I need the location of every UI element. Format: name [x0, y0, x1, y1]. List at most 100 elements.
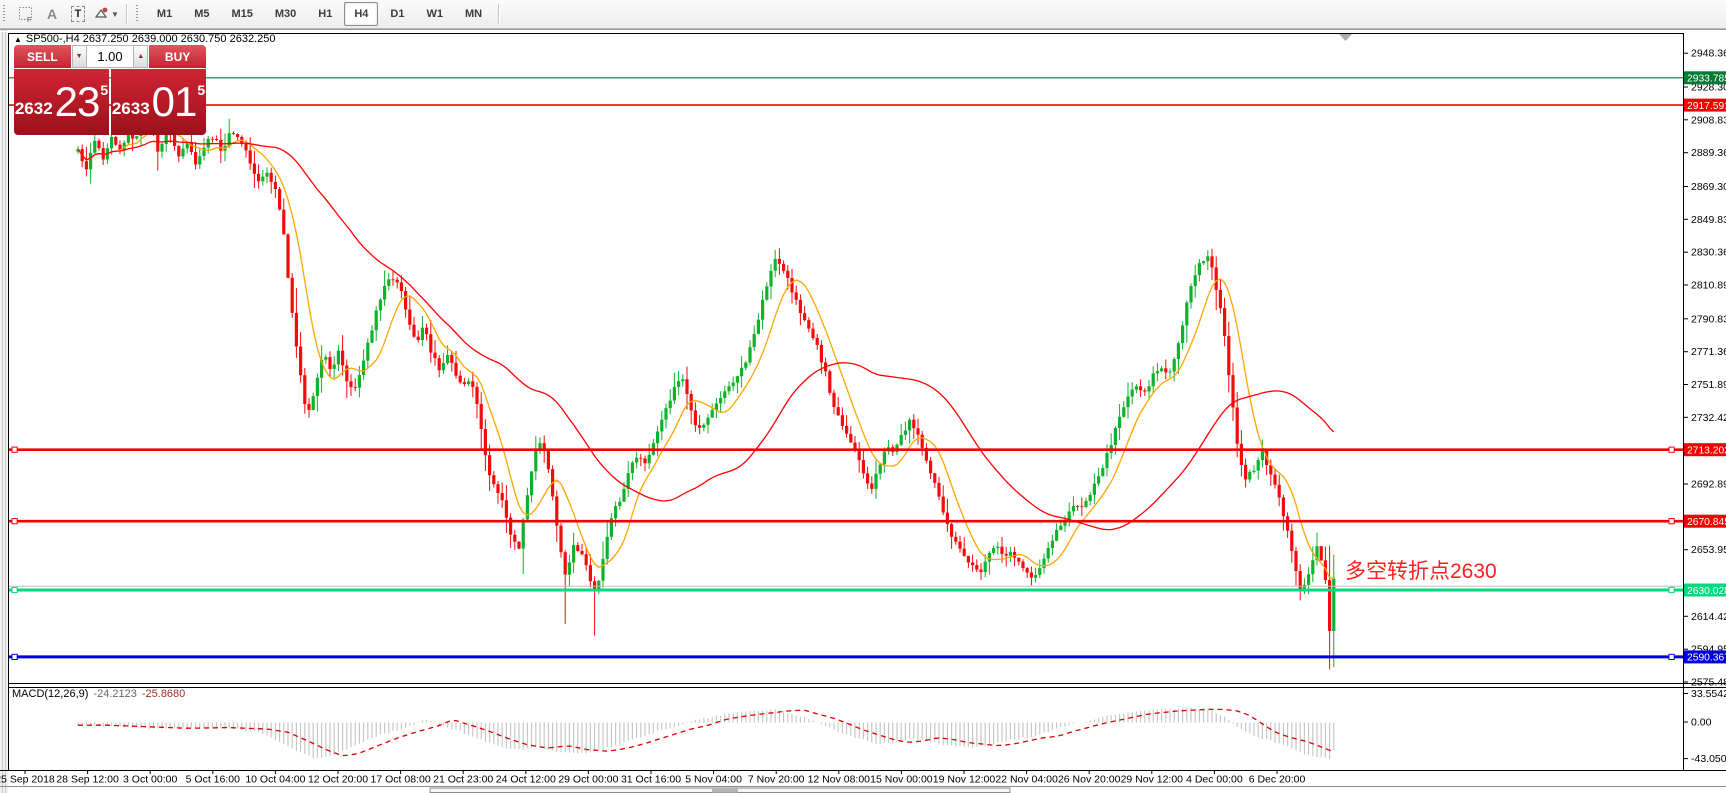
timeframe-button-m5[interactable]: M5 [194, 8, 210, 20]
buy-price-prefix: 2633 [111, 99, 150, 118]
price-badge [1684, 583, 1726, 597]
text-box-tool[interactable]: T [66, 2, 90, 26]
price-badge [1684, 443, 1726, 457]
toolbar: F A T ▼ M1 M5 M15 M30 H1 H4 D1 W1 MN [0, 0, 1726, 29]
toolbar-separator [125, 4, 128, 24]
time-tick-label: 5 Oct 16:00 [186, 774, 240, 786]
price-tick-label: 2889.360 [1691, 147, 1726, 159]
timeframe-button-m30[interactable]: M30 [274, 8, 297, 20]
price-badge [1684, 650, 1726, 664]
chart-title: ▲ SP500-,H4 2637.250 2639.000 2630.750 26… [14, 33, 275, 45]
chevron-down-icon: ▼ [111, 9, 119, 19]
price-tick-label: 2790.830 [1691, 313, 1726, 325]
sell-price-big: 23 [54, 78, 101, 125]
timeframe-group: M1 M5 M15 M30 H1 H4 D1 W1 MN [146, 2, 493, 26]
price-badge-label: 2630.028 [1687, 586, 1726, 597]
price-badge-label: 2670.845 [1687, 517, 1726, 528]
macd-signal-value: -25.8680 [141, 688, 186, 700]
macd-scale-label: -43.0509 [1691, 753, 1726, 765]
time-tick-label: 29 Nov 12:00 [1121, 774, 1184, 786]
price-badge-label: 2713.202 [1687, 446, 1726, 457]
buy-button[interactable]: BUY [148, 45, 206, 68]
price-tick-label: 2948.360 [1691, 48, 1726, 60]
timeframe-button-m1[interactable]: M1 [156, 8, 173, 20]
time-tick-label: 24 Oct 12:00 [496, 774, 556, 786]
dotted-grid-icon: F [18, 6, 32, 23]
shapes-icon [94, 7, 108, 18]
letter-a-icon: A [46, 6, 58, 22]
crosshair-grid-icon[interactable]: F [14, 2, 38, 26]
price-badge-label: 2933.785 [1687, 74, 1726, 85]
one-click-trade-panel: SELL ▼ 1.00 ▲ BUY 2632 23 5 2633 01 5 [14, 45, 206, 135]
toolbar-grip[interactable] [3, 5, 9, 23]
price-tick-label: 2849.830 [1691, 214, 1726, 226]
time-tick-label: 5 Nov 04:00 [685, 774, 742, 786]
time-tick-label: 29 Oct 00:00 [558, 774, 618, 786]
svg-text:F: F [27, 17, 31, 23]
price-badge-label: 2917.591 [1687, 101, 1726, 112]
time-tick-label: 10 Oct 04:00 [245, 774, 305, 786]
macd-main-value: -24.2123 [93, 688, 137, 700]
timeframe-button-h4[interactable]: H4 [344, 2, 379, 26]
macd-indicator-label: MACD(12,26,9) -24.2123 -25.8680 [12, 688, 185, 700]
price-badge [1684, 98, 1726, 112]
buy-price-panel[interactable]: 2633 01 5 [111, 69, 206, 135]
macd-name: MACD(12,26,9) [12, 688, 89, 700]
time-tick-label: 21 Oct 23:00 [433, 774, 493, 786]
buy-price-sup: 5 [197, 82, 206, 98]
sell-price-prefix: 2632 [14, 99, 53, 118]
price-tick-label: 2692.890 [1691, 479, 1726, 491]
price-tick-label: 2732.420 [1691, 412, 1726, 424]
sell-button[interactable]: SELL [14, 45, 72, 68]
price-tick-label: 2810.890 [1691, 280, 1726, 292]
time-tick-label: 25 Sep 2018 [0, 774, 55, 786]
price-badge [1684, 71, 1726, 85]
buy-price-big: 01 [151, 78, 198, 125]
price-tick-label: 2653.950 [1691, 544, 1726, 556]
volume-input[interactable]: 1.00 [86, 45, 134, 68]
boxed-t-icon: T [70, 6, 86, 22]
time-tick-label: 12 Oct 20:00 [308, 774, 368, 786]
shapes-tool[interactable]: ▼ [92, 2, 120, 26]
time-tick-label: 28 Sep 12:00 [56, 774, 119, 786]
volume-increase-button[interactable]: ▲ [133, 45, 149, 68]
volume-decrease-button[interactable]: ▼ [71, 45, 87, 68]
timeframe-button-w1[interactable]: W1 [426, 8, 443, 20]
macd-layer [77, 707, 1335, 760]
chart-title-text: SP500-,H4 2637.250 2639.000 2630.750 263… [25, 33, 276, 45]
time-tick-label: 26 Nov 20:00 [1058, 774, 1121, 786]
time-tick-label: 15 Nov 00:00 [870, 774, 933, 786]
price-tick-label: 2928.300 [1691, 82, 1726, 94]
sell-price-panel[interactable]: 2632 23 5 [14, 69, 109, 135]
price-tick-label: 2830.360 [1691, 247, 1726, 259]
chart-annotation-text: 多空转折点2630 [1345, 560, 1497, 583]
timeframe-button-m15[interactable]: M15 [231, 8, 253, 20]
time-tick-label: 17 Oct 08:00 [371, 774, 431, 786]
macd-scale-label: 33.5542 [1691, 688, 1726, 700]
text-label-tool[interactable]: A [40, 2, 64, 26]
price-tick-label: 2575.480 [1691, 677, 1726, 689]
time-tick-label: 12 Nov 08:00 [808, 774, 871, 786]
price-tick-label: 2908.830 [1691, 114, 1726, 126]
price-badge [1684, 514, 1726, 528]
price-tick-label: 2614.420 [1691, 611, 1726, 623]
timeframe-button-h1[interactable]: H1 [318, 8, 333, 20]
macd-scale-label: 0.00 [1691, 717, 1712, 729]
time-tick-label: 3 Oct 00:00 [123, 774, 177, 786]
time-tick-label: 31 Oct 16:00 [621, 774, 681, 786]
chart-shift-marker [1339, 34, 1352, 41]
timeframe-button-d1[interactable]: D1 [390, 8, 405, 20]
sell-price-sup: 5 [100, 82, 109, 98]
collapse-triangle-icon[interactable]: ▲ [14, 35, 22, 44]
time-tick-label: 19 Nov 12:00 [933, 774, 996, 786]
price-tick-label: 2869.300 [1691, 181, 1726, 193]
price-tick-label: 2771.360 [1691, 346, 1726, 358]
price-tick-label: 2751.890 [1691, 379, 1726, 391]
price-badge-label: 2590.367 [1687, 653, 1726, 664]
time-tick-label: 6 Dec 20:00 [1249, 774, 1306, 786]
time-tick-label: 4 Dec 00:00 [1186, 774, 1243, 786]
toolbar-grip[interactable] [135, 5, 142, 23]
timeframe-button-mn[interactable]: MN [464, 8, 483, 20]
